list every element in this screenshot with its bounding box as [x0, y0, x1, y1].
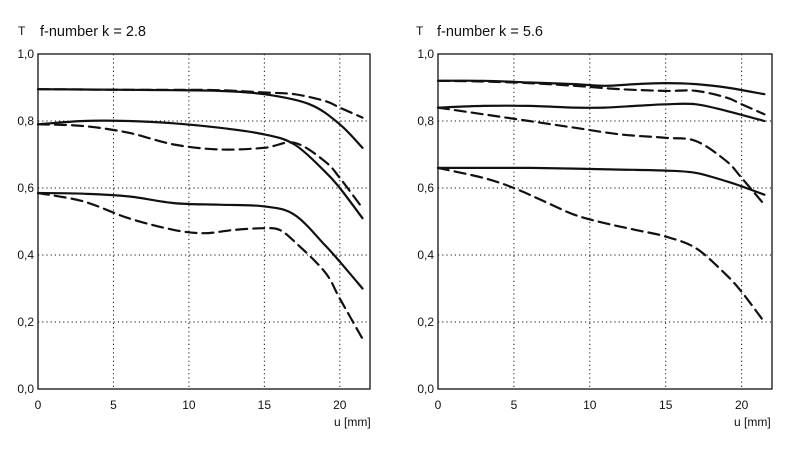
y-tick-label: 0,6	[17, 181, 34, 195]
series-dashed-line	[436, 79, 766, 116]
y-axis-label: T	[18, 24, 26, 38]
x-tick-label: 10	[583, 398, 597, 412]
chart-title: f-number k = 5.6	[437, 24, 543, 40]
series-dashed-line	[36, 191, 364, 340]
y-tick-label: 1,0	[17, 47, 34, 61]
x-tick-label: 20	[333, 398, 347, 412]
series-solid-line	[436, 102, 766, 123]
series-solid-line	[36, 119, 364, 220]
x-tick-label: 15	[258, 398, 272, 412]
gridlines	[438, 54, 772, 389]
y-tick-label: 0,0	[17, 382, 34, 396]
chart-k-2-8: T f-number k = 2.8 0,0 0,2 0,4 0,6 0,8 1,0 0 5…	[17, 24, 370, 429]
y-tick-label: 0,2	[417, 315, 434, 329]
y-tick-labels: 0,0 0,2 0,4 0,6 0,8 1,0	[17, 47, 34, 396]
y-tick-label: 0,6	[417, 181, 434, 195]
series-curves	[36, 88, 364, 340]
series-curves	[436, 79, 766, 324]
chart-k-5-6: T f-number k = 5.6 0,0 0,2 0,4 0,6 0,8 1,0 0 5…	[416, 24, 773, 429]
series-dashed-line	[436, 166, 766, 324]
x-tick-label: 10	[182, 398, 196, 412]
x-tick-label: 5	[511, 398, 518, 412]
y-tick-label: 0,4	[17, 248, 34, 262]
series-dashed-line	[36, 123, 364, 210]
x-tick-label: 0	[35, 398, 42, 412]
y-tick-label: 0,4	[417, 248, 434, 262]
x-tick-label: 5	[110, 398, 117, 412]
series-solid-line	[436, 166, 766, 196]
y-axis-label: T	[416, 24, 424, 38]
y-tick-label: 1,0	[417, 47, 434, 61]
y-tick-label: 0,2	[17, 315, 34, 329]
y-tick-label: 0,8	[17, 114, 34, 128]
x-tick-label: 0	[435, 398, 442, 412]
plot-frame	[437, 53, 773, 390]
x-tick-label: 15	[659, 398, 673, 412]
x-tick-labels: 0 5 10 15 20	[35, 398, 347, 412]
x-tick-label: 20	[735, 398, 749, 412]
series-solid-line	[36, 191, 364, 290]
gridlines	[38, 54, 370, 389]
x-axis-label: u [mm]	[734, 415, 771, 429]
y-tick-label: 0,0	[417, 382, 434, 396]
chart-title: f-number k = 2.8	[40, 24, 146, 40]
series-dashed-line	[36, 88, 364, 119]
x-axis-label: u [mm]	[334, 415, 371, 429]
plot-frame	[37, 53, 371, 390]
x-tick-labels: 0 5 10 15 20	[435, 398, 749, 412]
y-tick-labels: 0,0 0,2 0,4 0,6 0,8 1,0	[417, 47, 434, 396]
y-tick-label: 0,8	[417, 114, 434, 128]
series-dashed-line	[436, 106, 766, 206]
